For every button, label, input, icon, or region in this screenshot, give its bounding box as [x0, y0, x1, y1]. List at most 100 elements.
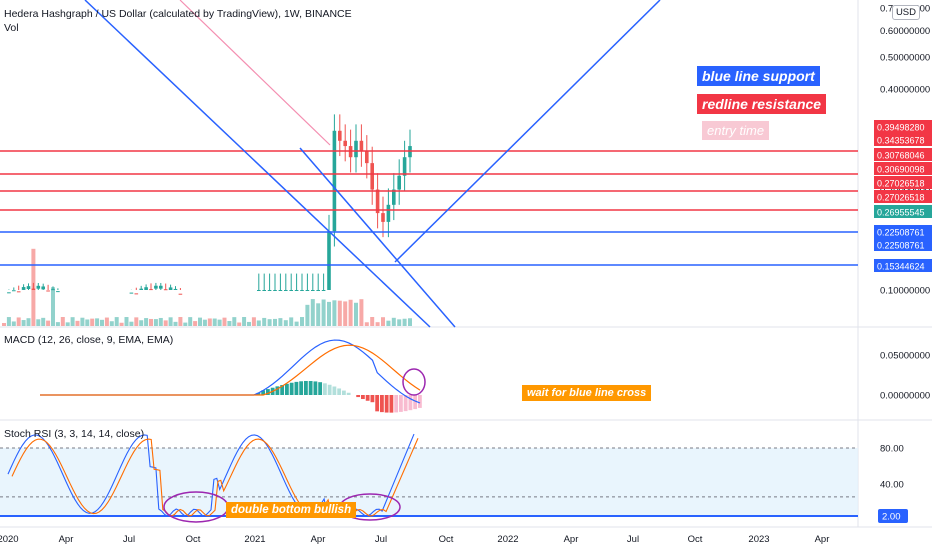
- candle-body: [12, 290, 16, 292]
- candle-body: [178, 293, 183, 295]
- price-tag: [874, 148, 932, 161]
- time-tick-label: Oct: [439, 534, 454, 545]
- stoch-rsi-pane-title: Stoch RSI (3, 3, 14, 14, close): [4, 428, 145, 440]
- candle-body: [46, 290, 50, 292]
- candle-body: [267, 290, 272, 291]
- volume-bar: [168, 317, 173, 326]
- price-tag: [874, 162, 932, 175]
- price-tag: [874, 238, 932, 251]
- macd-histogram-bar: [323, 383, 327, 395]
- volume-bar: [354, 302, 358, 326]
- candle-body: [327, 231, 331, 290]
- price-tag-label: 0.26955545: [877, 208, 925, 218]
- volume-bar: [375, 322, 380, 326]
- candle-body: [316, 290, 320, 291]
- volume-bar: [11, 321, 16, 326]
- volume-bar: [21, 320, 26, 326]
- price-tag-label: 0.30768046: [877, 151, 925, 161]
- volume-bar: [36, 319, 41, 326]
- candle-body: [289, 290, 293, 291]
- price-tag: [874, 190, 932, 203]
- volume-bar: [129, 321, 134, 326]
- macd-histogram-bar: [370, 395, 375, 403]
- candle-body: [139, 288, 143, 290]
- time-tick-label: 2023: [748, 534, 769, 545]
- macd-tick-label: 0.05000000: [880, 351, 930, 362]
- candle-body: [154, 285, 158, 289]
- macd-line: [40, 339, 421, 404]
- volume-bar: [198, 317, 202, 326]
- candle-body: [392, 189, 396, 205]
- volume-bar: [80, 317, 85, 326]
- price-tick-label: 0.50000000: [880, 52, 930, 63]
- candle-body: [321, 290, 326, 291]
- volume-bar: [90, 318, 95, 326]
- macd-histogram-bar: [365, 395, 370, 401]
- volume-bar: [41, 317, 46, 326]
- candle-body: [129, 292, 134, 294]
- macd-histogram-bar: [304, 380, 308, 395]
- candle-body: [397, 175, 401, 190]
- volume-bar: [305, 304, 310, 326]
- candle-body: [36, 285, 41, 289]
- volume-bar: [283, 320, 288, 326]
- candle-body: [134, 293, 139, 295]
- volume-bar: [242, 317, 247, 326]
- candle-body: [41, 286, 45, 290]
- macd-histogram-bar: [394, 395, 399, 413]
- macd-histogram-bar: [361, 395, 365, 400]
- macd-histogram-bar: [342, 390, 346, 395]
- macd-histogram-bar: [399, 395, 403, 412]
- volume-bar: [95, 318, 100, 326]
- candle-body: [311, 290, 315, 291]
- volume-bar: [364, 322, 369, 326]
- volume-bar: [227, 321, 232, 326]
- stoch-tick-label: 40.00: [880, 480, 904, 491]
- candle-body: [402, 157, 407, 176]
- price-tick-label: 0.40000000: [880, 85, 930, 96]
- macd-histogram-bar: [389, 395, 394, 413]
- candle-body: [257, 290, 261, 291]
- volume-bar: [262, 317, 267, 326]
- volume-bar: [212, 318, 217, 326]
- volume-bar: [381, 317, 385, 326]
- currency-badge[interactable]: USD: [891, 5, 920, 20]
- price-tag-label: 0.34353678: [877, 136, 925, 146]
- stoch-tick-label: 80.00: [880, 444, 904, 455]
- volume-bar: [278, 318, 283, 326]
- macd-histogram-bar: [285, 383, 289, 395]
- volume-bar: [348, 299, 353, 326]
- candle-body: [386, 204, 391, 222]
- candle-body: [159, 285, 163, 289]
- red-trendline-down: [179, 0, 331, 146]
- volume-bar: [402, 318, 407, 326]
- price-tick-label: 0.60000000: [880, 26, 930, 37]
- volume-bar: [397, 319, 402, 326]
- time-tick-label: 2021: [244, 534, 265, 545]
- stoch-rsi-band: [0, 448, 858, 516]
- volume-bar: [173, 321, 178, 326]
- annotation-blue-line-support: blue line support: [697, 66, 820, 86]
- volume-bar: [391, 317, 396, 326]
- candle-body: [163, 289, 168, 291]
- volume-bar: [104, 317, 109, 326]
- time-tick-label: Oct: [688, 534, 703, 545]
- macd-histogram-bar: [289, 382, 294, 395]
- candle-body: [16, 291, 21, 293]
- volume-bar: [316, 303, 321, 326]
- volume-bar: [247, 321, 251, 326]
- macd-histogram-bar: [313, 381, 318, 395]
- chart-header: Hedera Hashgraph / US Dollar (calculated…: [4, 7, 352, 35]
- volume-bar: [217, 319, 222, 326]
- macd-histogram-bar: [318, 382, 323, 395]
- volume-bar: [321, 299, 326, 326]
- volume-bar: [109, 321, 114, 326]
- time-tick-label: 2022: [497, 534, 518, 545]
- volume-bar: [237, 322, 242, 326]
- time-tick-label: Apr: [311, 534, 326, 545]
- blue-trendline-down: [84, 0, 431, 328]
- time-tick-label: Apr: [59, 534, 74, 545]
- volume-bar: [178, 317, 183, 326]
- volume-bar: [16, 317, 21, 326]
